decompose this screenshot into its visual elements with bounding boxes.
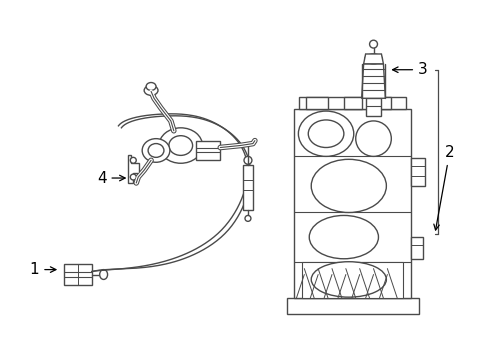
Bar [366, 98, 381, 116]
Bar [306, 97, 328, 109]
Bar [299, 97, 406, 109]
Polygon shape [364, 54, 383, 64]
Ellipse shape [146, 82, 156, 90]
Ellipse shape [311, 262, 387, 297]
Text: 1: 1 [29, 262, 56, 277]
Ellipse shape [311, 159, 387, 212]
Bar [411, 158, 425, 186]
Ellipse shape [308, 120, 344, 148]
Bar [344, 97, 362, 109]
Ellipse shape [130, 157, 136, 163]
Ellipse shape [142, 139, 170, 162]
Polygon shape [128, 156, 139, 183]
Ellipse shape [99, 270, 108, 279]
Ellipse shape [144, 85, 158, 95]
Bar [411, 237, 423, 259]
Bar [302, 262, 403, 298]
Bar [373, 97, 392, 109]
Ellipse shape [130, 174, 136, 180]
Polygon shape [362, 64, 386, 98]
Text: 2: 2 [434, 145, 454, 230]
Bar [196, 141, 220, 160]
Ellipse shape [244, 156, 252, 164]
Ellipse shape [356, 121, 392, 156]
Bar [287, 298, 419, 314]
Ellipse shape [148, 144, 164, 157]
Ellipse shape [159, 128, 202, 163]
Bar [64, 264, 92, 285]
Text: 4: 4 [97, 171, 125, 185]
Ellipse shape [298, 111, 354, 156]
Bar [243, 165, 253, 210]
Ellipse shape [245, 215, 251, 221]
Ellipse shape [365, 54, 382, 64]
Ellipse shape [309, 215, 378, 259]
Ellipse shape [169, 136, 193, 156]
Text: 3: 3 [392, 62, 428, 77]
Ellipse shape [369, 40, 377, 48]
Bar [294, 109, 411, 298]
